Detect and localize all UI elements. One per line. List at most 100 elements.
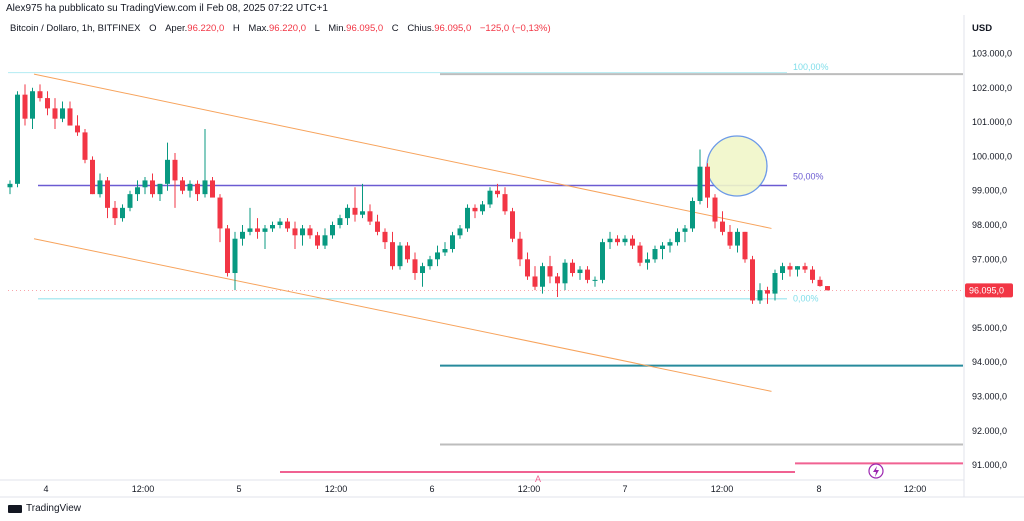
candle-body bbox=[525, 259, 530, 277]
candle-body bbox=[742, 231, 748, 260]
candle-body bbox=[135, 187, 140, 195]
candle-body bbox=[780, 266, 785, 274]
candle-body bbox=[487, 190, 493, 205]
candle-body bbox=[712, 197, 718, 222]
high-value: 96.220,0 bbox=[269, 23, 306, 34]
price-tick-label: 100.000,0 bbox=[972, 151, 1012, 161]
change-value: −125,0 (−0,13%) bbox=[479, 23, 551, 34]
candle-body bbox=[30, 91, 35, 119]
candle-body bbox=[180, 180, 185, 191]
levels-layer bbox=[8, 72, 963, 473]
low-label: L bbox=[314, 23, 320, 34]
candle-body bbox=[217, 197, 223, 229]
ohlc-legend: Bitcoin / Dollaro, 1h, BITFINEX O Aper.9… bbox=[10, 23, 551, 34]
candle-body bbox=[675, 231, 680, 243]
alert-marker-label: A bbox=[535, 474, 541, 484]
candle-body bbox=[375, 221, 380, 232]
candle-body bbox=[315, 235, 320, 246]
candle-body bbox=[465, 207, 470, 229]
candle-body bbox=[142, 180, 148, 188]
candle-body bbox=[622, 238, 628, 243]
candle-body bbox=[697, 166, 703, 201]
candle-body bbox=[382, 231, 388, 243]
price-tick-label: 93.000,0 bbox=[972, 392, 1007, 402]
candle-body bbox=[195, 183, 200, 195]
candle-body bbox=[735, 231, 740, 246]
current-price-tag-text: 96.095,0 bbox=[969, 285, 1004, 295]
current-price-tag bbox=[965, 283, 1013, 298]
candle-body bbox=[637, 245, 643, 263]
candle-body bbox=[210, 180, 215, 198]
candle-body bbox=[825, 286, 830, 291]
currency-label: USD bbox=[972, 23, 993, 34]
candle-body bbox=[727, 231, 733, 246]
candle-body bbox=[547, 266, 553, 277]
candle-body bbox=[615, 238, 620, 243]
candle-body bbox=[60, 108, 65, 119]
candle-body bbox=[630, 238, 635, 246]
candle-body bbox=[255, 228, 260, 232]
price-tick-label: 92.000,0 bbox=[972, 426, 1007, 436]
candle-body bbox=[15, 94, 20, 184]
candle-body bbox=[442, 249, 448, 253]
candle-body bbox=[405, 245, 410, 260]
candle-body bbox=[45, 98, 50, 109]
candle-body bbox=[105, 180, 110, 208]
candle-body bbox=[660, 245, 665, 250]
candle-body bbox=[480, 204, 485, 212]
candle-body bbox=[600, 242, 605, 280]
candle-body bbox=[120, 207, 125, 219]
candle-body bbox=[652, 249, 658, 260]
candle-body bbox=[7, 183, 13, 188]
price-tick-label: 102.000,0 bbox=[972, 83, 1012, 93]
close-value: 96.095,0 bbox=[434, 23, 472, 34]
candle-body bbox=[322, 235, 328, 246]
candle-body bbox=[345, 207, 350, 219]
open-value: 96.220,0 bbox=[187, 23, 225, 34]
candle-body bbox=[52, 108, 58, 119]
footer-brand[interactable]: TradingView bbox=[8, 503, 81, 514]
price-tick-label: 91.000,0 bbox=[972, 460, 1007, 470]
candle-body bbox=[187, 183, 193, 191]
overlay-layer: 100,00% 50,00% 0,00% A 96.095,0 bbox=[535, 62, 1013, 484]
price-tick-label: 101.000,0 bbox=[972, 117, 1012, 127]
candle-body bbox=[750, 259, 755, 301]
candle-body bbox=[472, 207, 478, 212]
price-tick-label: 103.000,0 bbox=[972, 49, 1012, 59]
candle-body bbox=[240, 231, 245, 239]
candle-body bbox=[75, 125, 80, 133]
low-key: Min. bbox=[328, 23, 347, 34]
candle-body bbox=[765, 290, 770, 294]
time-tick-label: 12:00 bbox=[518, 484, 541, 494]
candle-body bbox=[682, 228, 688, 232]
candles-layer bbox=[7, 84, 830, 304]
candle-body bbox=[772, 273, 778, 294]
candle-body bbox=[360, 211, 365, 215]
candle-body bbox=[540, 266, 545, 287]
candle-body bbox=[127, 194, 133, 208]
candle-body bbox=[607, 238, 613, 243]
candle-body bbox=[517, 238, 523, 260]
candle-body bbox=[585, 269, 590, 280]
candle-body bbox=[262, 228, 268, 232]
brand-text: TradingView bbox=[26, 503, 82, 514]
candle-body bbox=[412, 259, 418, 274]
fib-100-label: 100,00% bbox=[793, 62, 829, 72]
candle-body bbox=[577, 269, 583, 274]
open-key: Aper. bbox=[165, 23, 188, 34]
candle-body bbox=[165, 159, 170, 184]
candle-body bbox=[157, 183, 163, 195]
tradingview-logo-icon bbox=[8, 504, 22, 513]
candle-body bbox=[502, 194, 508, 212]
candle-body bbox=[562, 262, 568, 284]
publish-info: Alex975 ha pubblicato su TradingView.com… bbox=[6, 3, 328, 14]
candle-body bbox=[757, 290, 763, 301]
candle-body bbox=[337, 218, 343, 225]
candle-body bbox=[817, 279, 823, 287]
candle-body bbox=[720, 221, 725, 232]
symbol-title: Bitcoin / Dollaro, 1h, BITFINEX bbox=[10, 23, 141, 34]
time-tick-label: 12:00 bbox=[904, 484, 927, 494]
time-tick-label: 7 bbox=[622, 484, 627, 494]
candle-body bbox=[307, 228, 313, 236]
